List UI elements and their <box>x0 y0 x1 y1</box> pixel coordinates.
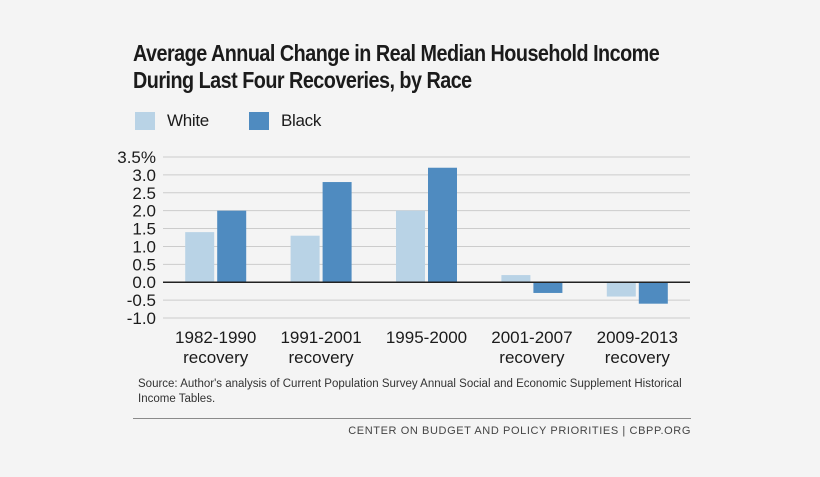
chart-title-line-1: Average Annual Change in Real Median Hou… <box>133 40 660 66</box>
bar-black <box>217 210 247 283</box>
y-tick-label: 0.0 <box>132 273 156 292</box>
y-tick-label: 0.5 <box>132 255 156 274</box>
bar-white <box>185 232 215 283</box>
legend-item-white: White <box>135 111 209 131</box>
bar-black <box>533 282 563 293</box>
x-tick-label: 2009-2013 <box>597 328 678 347</box>
bar-white <box>501 275 531 283</box>
footer-divider <box>133 418 691 419</box>
x-tick-label: 1995-2000 <box>386 328 467 347</box>
legend-item-black: Black <box>249 111 321 131</box>
y-tick-label: 3.0 <box>132 166 156 185</box>
x-tick-label: recovery <box>499 348 565 367</box>
chart-title: Average Annual Change in Real Median Hou… <box>133 40 660 94</box>
x-tick-label: 1991-2001 <box>280 328 361 347</box>
legend-label-white: White <box>167 111 209 130</box>
chart-title-line-2: During Last Four Recoveries, by Race <box>133 67 472 93</box>
bar-white <box>396 210 425 283</box>
bar-white <box>606 282 636 297</box>
y-tick-label: -0.5 <box>127 291 156 310</box>
x-tick-label: recovery <box>183 348 249 367</box>
y-tick-label: 2.5 <box>132 184 156 203</box>
y-tick-label: -1.0 <box>127 309 156 328</box>
legend-swatch-white <box>135 112 155 130</box>
bar-black <box>638 282 668 304</box>
bar-white <box>290 235 320 283</box>
source-note: Source: Author's analysis of Current Pop… <box>138 378 682 405</box>
x-tick-label: 1982-1990 <box>175 328 256 347</box>
x-tick-label: recovery <box>605 348 671 367</box>
y-tick-label: 1.5 <box>132 220 156 239</box>
bar-black <box>322 182 352 283</box>
y-tick-label: 2.0 <box>132 202 156 221</box>
x-tick-label: recovery <box>289 348 355 367</box>
y-tick-label: 3.5% <box>117 148 156 167</box>
legend-label-black: Black <box>281 111 322 130</box>
y-tick-label: 1.0 <box>132 237 156 256</box>
footer-credit: CENTER ON BUDGET AND POLICY PRIORITIES |… <box>348 425 691 437</box>
x-tick-label: 2001-2007 <box>491 328 572 347</box>
bar-black <box>428 167 457 283</box>
legend-swatch-black <box>249 112 269 130</box>
